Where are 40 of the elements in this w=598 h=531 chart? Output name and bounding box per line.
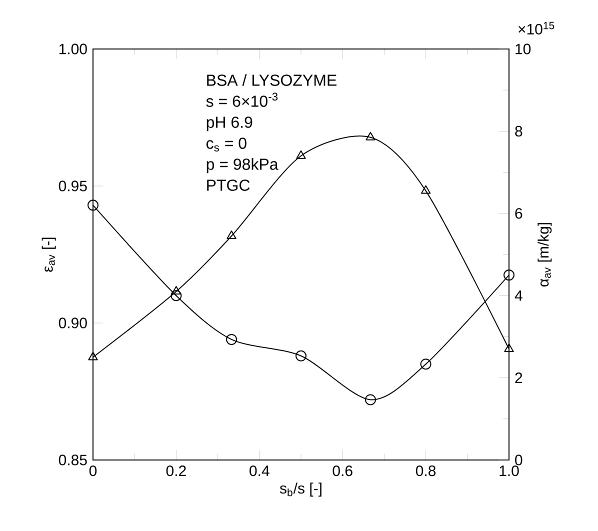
x-tick-label: 1.0 [500,465,519,476]
y2-axis-title: α$_{av}$ [m/kg] [538,222,552,287]
y-tick-label: 0.95 [58,180,87,192]
y-tick-label: 0.85 [58,454,87,466]
point [420,185,431,194]
point [88,200,98,211]
x-tick-label: 0.2 [166,465,186,476]
point [364,394,376,406]
point [420,358,432,370]
point [226,334,238,345]
x-tick-label: 0 [89,465,97,476]
annotation: p = 98kPa [206,158,278,174]
annotation: PTGC [207,180,250,191]
point [171,286,182,294]
x-tick-label: 0.4 [250,465,270,476]
y2-tick-label: 8 [515,126,522,136]
point [170,290,182,302]
y2-tick-label: 6 [515,208,522,219]
annotation: c$_{s}$ = 0 [206,138,246,152]
y-tick-label: 0.90 [58,318,87,328]
point [296,350,306,362]
x-axis-title: s$_{b}$/s [-] [280,482,322,497]
annotation: s = 6×10$^{-3}$ [206,92,278,107]
point [504,270,515,281]
y2-tick-label: 10 [516,44,531,54]
y2-tick-label: 4 [514,290,522,301]
point [504,344,514,352]
y-tick-label: 1.00 [59,44,87,54]
y2-tick-label: 0 [515,454,522,466]
text: ×10$^{15}$ [518,22,554,34]
y2-tick-label: 2 [515,372,522,384]
point [296,150,306,159]
annotation: pH 6.9 [206,116,252,132]
point [88,352,98,360]
annotation: BSA / LYSOZYME [207,74,336,86]
point [366,132,376,140]
x-tick-label: 0.6 [332,465,352,476]
x-tick-label: 0.8 [416,465,436,476]
point [226,230,236,240]
y-axis-title: ε$_{av}$ [-] [42,238,56,272]
